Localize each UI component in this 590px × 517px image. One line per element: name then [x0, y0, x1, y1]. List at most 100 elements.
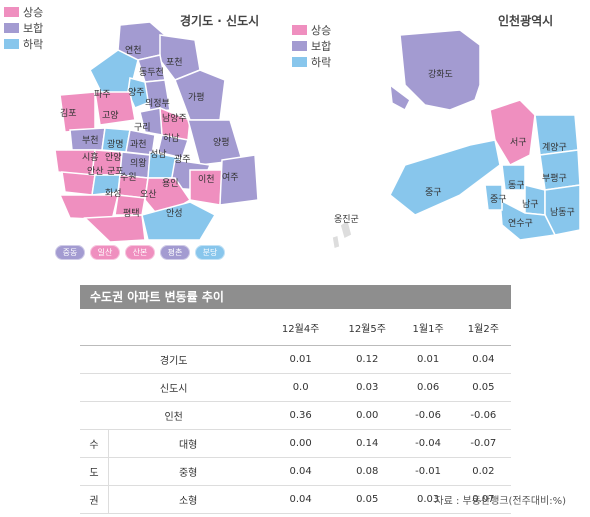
legend-swatch — [292, 41, 307, 51]
legend-swatch — [4, 39, 19, 49]
region-label: 시흥 — [82, 151, 99, 163]
region-label: 포천 — [166, 57, 183, 68]
region-label: 부평구 — [542, 173, 567, 184]
column-header: 12월5주 — [333, 309, 401, 346]
legend-swatch — [292, 57, 307, 67]
row-label: 경기도 — [80, 345, 268, 374]
legend-label: 보합 — [311, 40, 332, 53]
legend-label: 하락 — [23, 38, 44, 51]
legend-rise: 상승 — [292, 22, 331, 38]
region-label: 광명 — [107, 138, 124, 150]
table-row: 권 소형 0.04 0.05 0.03 0.07 — [80, 485, 511, 514]
table-row: 신도시 0.0 0.03 0.06 0.05 — [80, 373, 511, 402]
legend-fall: 하락 — [292, 54, 331, 70]
column-header: 12월4주 — [267, 309, 334, 346]
table-cell: -0.06 — [400, 401, 456, 430]
region-label: 안성 — [166, 208, 183, 219]
table-cell: 0.03 — [333, 373, 401, 402]
region-label: 과천 — [130, 139, 147, 150]
table-cell: 0.00 — [333, 401, 401, 430]
region-label: 남동구 — [550, 207, 575, 218]
region-shape-ganghwado — [399, 29, 481, 111]
region-label: 광주 — [174, 153, 191, 165]
table-title: 수도권 아파트 변동률 추이 — [80, 285, 511, 309]
region-label: 용인 — [162, 178, 179, 189]
region-shape-goyang — [94, 91, 136, 126]
new-town-chip: 평촌 — [160, 245, 190, 260]
table-cell: 0.01 — [400, 345, 456, 374]
region-label: 동두천 — [139, 67, 164, 78]
table-row: 수 대형 0.00 0.14 -0.04 -0.07 — [80, 429, 511, 458]
region-label: 파주 — [94, 89, 111, 100]
new-town-chip: 일산 — [90, 245, 120, 260]
table-cell: 0.07 — [455, 485, 511, 514]
region-label: 김포 — [60, 107, 77, 119]
legend-flat: 보합 — [292, 38, 331, 54]
new-town-chips: 중동 일산 산본 평촌 분당 — [55, 245, 225, 260]
legend-label: 하락 — [311, 56, 332, 69]
table-cell: 0.02 — [455, 457, 511, 486]
source-note: 자료 : 부동산뱅크(전주대비:%) — [434, 496, 566, 507]
table-cell: 0.04 — [267, 457, 334, 486]
table-cell: 0.04 — [455, 345, 511, 374]
region-label: 안양 — [105, 152, 122, 163]
legend-label: 보합 — [23, 22, 44, 35]
region-label: 중구 — [490, 194, 507, 205]
incheon-map-title: 인천광역시 — [498, 14, 554, 28]
region-label: 남구 — [522, 199, 539, 210]
region-shape-yeonsugu — [499, 198, 557, 241]
table-cell: 0.12 — [333, 345, 401, 374]
column-header: 1월1주 — [400, 309, 456, 346]
table-cell: 0.36 — [267, 401, 334, 430]
table-corner — [80, 309, 268, 346]
table-row: 인천 0.36 0.00 -0.06 -0.06 — [80, 401, 511, 430]
region-label: 이천 — [198, 174, 215, 185]
region-label: 화성 — [105, 188, 122, 199]
table-cell: 0.14 — [333, 429, 401, 458]
incheon-legend: 상승 보합 하락 — [292, 22, 331, 70]
new-town-chip: 중동 — [55, 245, 85, 260]
region-shape-pyeongtaek — [83, 214, 146, 243]
region-shape-anseong — [141, 201, 217, 241]
gyeonggi-map-title: 경기도 · 신도시 — [180, 14, 260, 28]
region-label: 중구 — [425, 187, 442, 198]
table-cell: -0.06 — [455, 401, 511, 430]
region-labels: 연천 포천 동두천 파주 양주 의정부 가평 김포 고양 남양주 구리 하남 양… — [60, 45, 239, 219]
gyeonggi-map: 연천 포천 동두천 파주 양주 의정부 가평 김포 고양 남양주 구리 하남 양… — [54, 21, 259, 243]
region-label: 군포 — [107, 166, 124, 177]
legend-rise: 상승 — [4, 4, 43, 20]
region-label: 서구 — [510, 137, 527, 148]
region-shape-yeoju — [219, 154, 259, 206]
table-cell: 0.0 — [267, 373, 334, 402]
region-shape-yangju — [127, 77, 151, 109]
region-label: 양주 — [128, 87, 145, 98]
table-cell: -0.04 — [400, 429, 456, 458]
region-label: 계양구 — [542, 141, 567, 153]
new-town-chip: 산본 — [125, 245, 155, 260]
region-label: 고양 — [102, 110, 119, 121]
region-label: 연수구 — [508, 218, 533, 229]
gyeonggi-legend: 상승 보합 하락 — [4, 4, 43, 52]
region-shape-uijeongbu — [144, 79, 171, 113]
region-label: 성남 — [150, 149, 167, 160]
region-label: 의정부 — [145, 98, 170, 109]
table-cell: 0.05 — [455, 373, 511, 402]
region-label: 의왕 — [130, 158, 147, 169]
region-label: 안산 — [87, 166, 104, 177]
legend-fall: 하락 — [4, 36, 43, 52]
table-cell: 0.00 — [267, 429, 334, 458]
region-label: 오산 — [140, 189, 157, 200]
table-cell: 0.01 — [267, 345, 334, 374]
row-label: 소형 — [108, 485, 268, 514]
new-town-chip: 분당 — [195, 245, 225, 260]
region-label: 부천 — [82, 135, 99, 146]
row-label: 인천 — [80, 401, 268, 430]
legend-swatch — [4, 7, 19, 17]
region-shape-namdonggu — [544, 184, 581, 236]
group-label-char: 권 — [80, 485, 109, 514]
region-shape-gapyeong — [174, 69, 226, 121]
incheon-map: 강화도 서구 계양구 부평구 동구 중구 남구 남동구 연수구 옹진군 중구 — [331, 29, 581, 250]
table-header-row: 12월4주 12월5주 1월1주 1월2주 — [80, 309, 511, 346]
table-row: 도 중형 0.04 0.08 -0.01 0.02 — [80, 457, 511, 486]
legend-label: 상승 — [23, 6, 44, 19]
